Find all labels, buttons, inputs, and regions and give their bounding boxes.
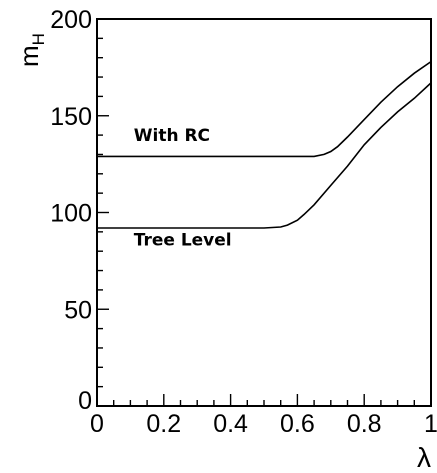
series-layer <box>97 60 432 229</box>
x-tick-label: 1 <box>424 410 437 438</box>
y-tick-label: 0 <box>78 387 92 415</box>
x-tick-label: 0.2 <box>146 410 181 438</box>
series-line-with-rc <box>97 60 432 158</box>
y-tick-label: 200 <box>50 6 92 34</box>
tick-labels: 0 0.2 0.4 0.6 0.8 1 0 50 100 150 200 <box>50 6 437 438</box>
y-tick-label: 100 <box>50 200 92 228</box>
y-tick-label: 150 <box>50 103 92 131</box>
y-axis-label-main: m <box>14 45 44 67</box>
annotation-tree-level: Tree Level <box>134 230 232 250</box>
x-axis-label: λ <box>417 442 431 473</box>
y-axis-label-sub: H <box>29 33 48 45</box>
x-tick-label: 0.6 <box>280 410 315 438</box>
x-tick-label: 0 <box>90 410 104 438</box>
y-axis-label: mH <box>14 33 48 67</box>
series-line-tree-level <box>97 82 432 229</box>
annotation-with-rc: With RC <box>134 126 210 146</box>
y-tick-label: 50 <box>64 296 92 324</box>
x-tick-label: 0.8 <box>347 410 382 438</box>
axis-ticks <box>96 18 432 407</box>
plot-frame <box>96 18 432 407</box>
x-tick-label: 0.4 <box>213 410 248 438</box>
annotations: With RC Tree Level <box>134 126 232 250</box>
